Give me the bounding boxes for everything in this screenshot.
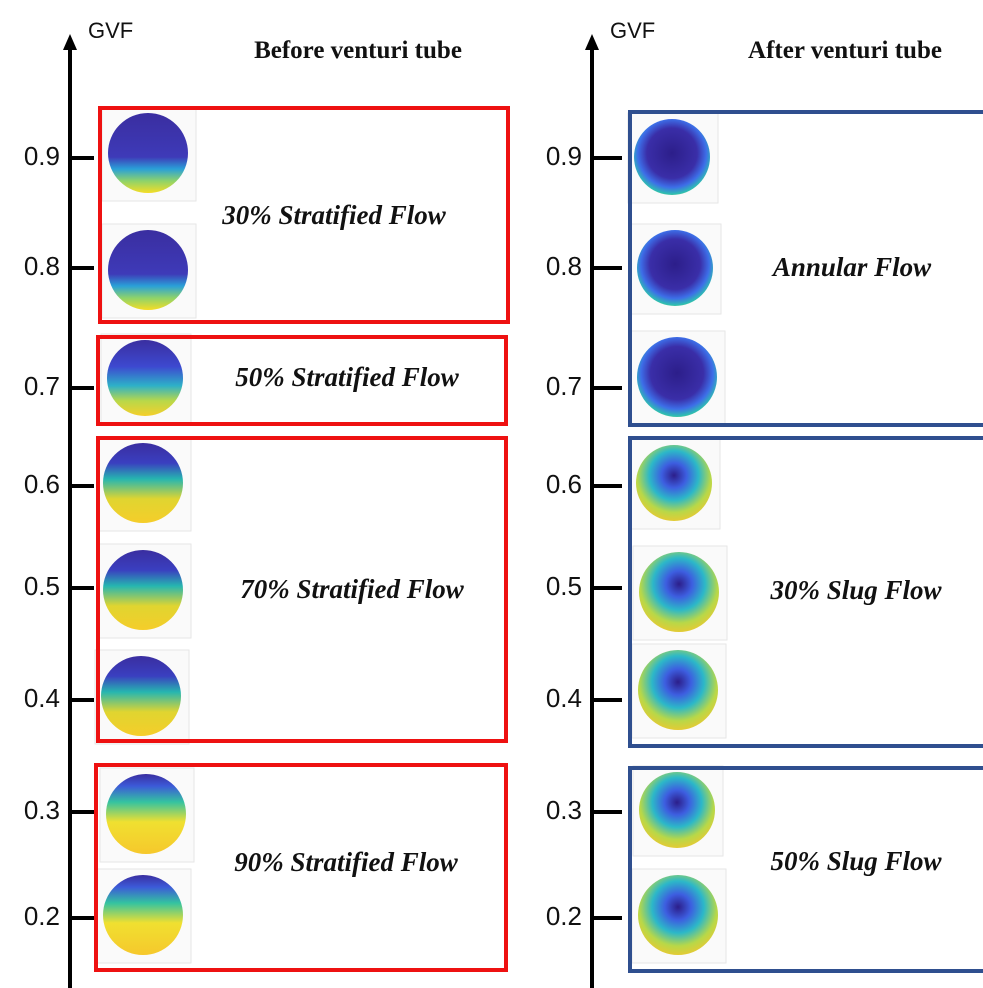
tomogram bbox=[637, 230, 713, 306]
tomogram bbox=[101, 656, 181, 736]
tomogram bbox=[637, 337, 717, 417]
panel-title: After venturi tube bbox=[748, 37, 942, 64]
tick-label: 0.4 bbox=[546, 683, 582, 713]
axis-arrow bbox=[585, 34, 599, 50]
tick-label: 0.8 bbox=[24, 251, 60, 281]
tick-label: 0.3 bbox=[24, 795, 60, 825]
group-label: 50% Stratified Flow bbox=[235, 362, 460, 392]
tomogram bbox=[638, 650, 718, 730]
tomogram bbox=[639, 552, 719, 632]
group-label: 90% Stratified Flow bbox=[234, 847, 459, 877]
tick-label: 0.2 bbox=[24, 901, 60, 931]
figure: GVF Before venturi tube 0.9 0.8 0.7 0.6 0.5 0.4… bbox=[0, 0, 983, 988]
tick-label: 0.4 bbox=[24, 683, 60, 713]
axis-arrow bbox=[63, 34, 77, 50]
group-label: 30% Slug Flow bbox=[769, 575, 942, 605]
tick-label: 0.7 bbox=[546, 371, 582, 401]
tick-label: 0.8 bbox=[546, 251, 582, 281]
tomogram bbox=[103, 443, 183, 523]
axis-label: GVF bbox=[88, 18, 133, 43]
tomogram bbox=[107, 340, 183, 416]
panel-title: Before venturi tube bbox=[254, 37, 462, 64]
group-label: Annular Flow bbox=[771, 252, 932, 282]
tomogram bbox=[108, 113, 188, 193]
tick-label: 0.7 bbox=[24, 371, 60, 401]
tick-label: 0.3 bbox=[546, 795, 582, 825]
tomogram bbox=[103, 550, 183, 630]
tomogram bbox=[636, 445, 712, 521]
tick-label: 0.5 bbox=[546, 571, 582, 601]
tomogram bbox=[638, 875, 718, 955]
tick-label: 0.6 bbox=[24, 469, 60, 499]
tomogram bbox=[108, 230, 188, 310]
tomogram bbox=[634, 119, 710, 195]
page: GVF Before venturi tube 0.9 0.8 0.7 0.6 0.5 0.4… bbox=[0, 0, 983, 988]
tomogram bbox=[106, 774, 186, 854]
tomogram bbox=[103, 875, 183, 955]
axis-label: GVF bbox=[610, 18, 655, 43]
tick-label: 0.5 bbox=[24, 571, 60, 601]
tomogram bbox=[639, 772, 715, 848]
group-label: 50% Slug Flow bbox=[770, 846, 942, 876]
group-label: 70% Stratified Flow bbox=[240, 574, 465, 604]
tick-label: 0.9 bbox=[546, 141, 582, 171]
tick-label: 0.9 bbox=[24, 141, 60, 171]
tick-label: 0.6 bbox=[546, 469, 582, 499]
group-label: 30% Stratified Flow bbox=[221, 200, 447, 230]
tick-label: 0.2 bbox=[546, 901, 582, 931]
